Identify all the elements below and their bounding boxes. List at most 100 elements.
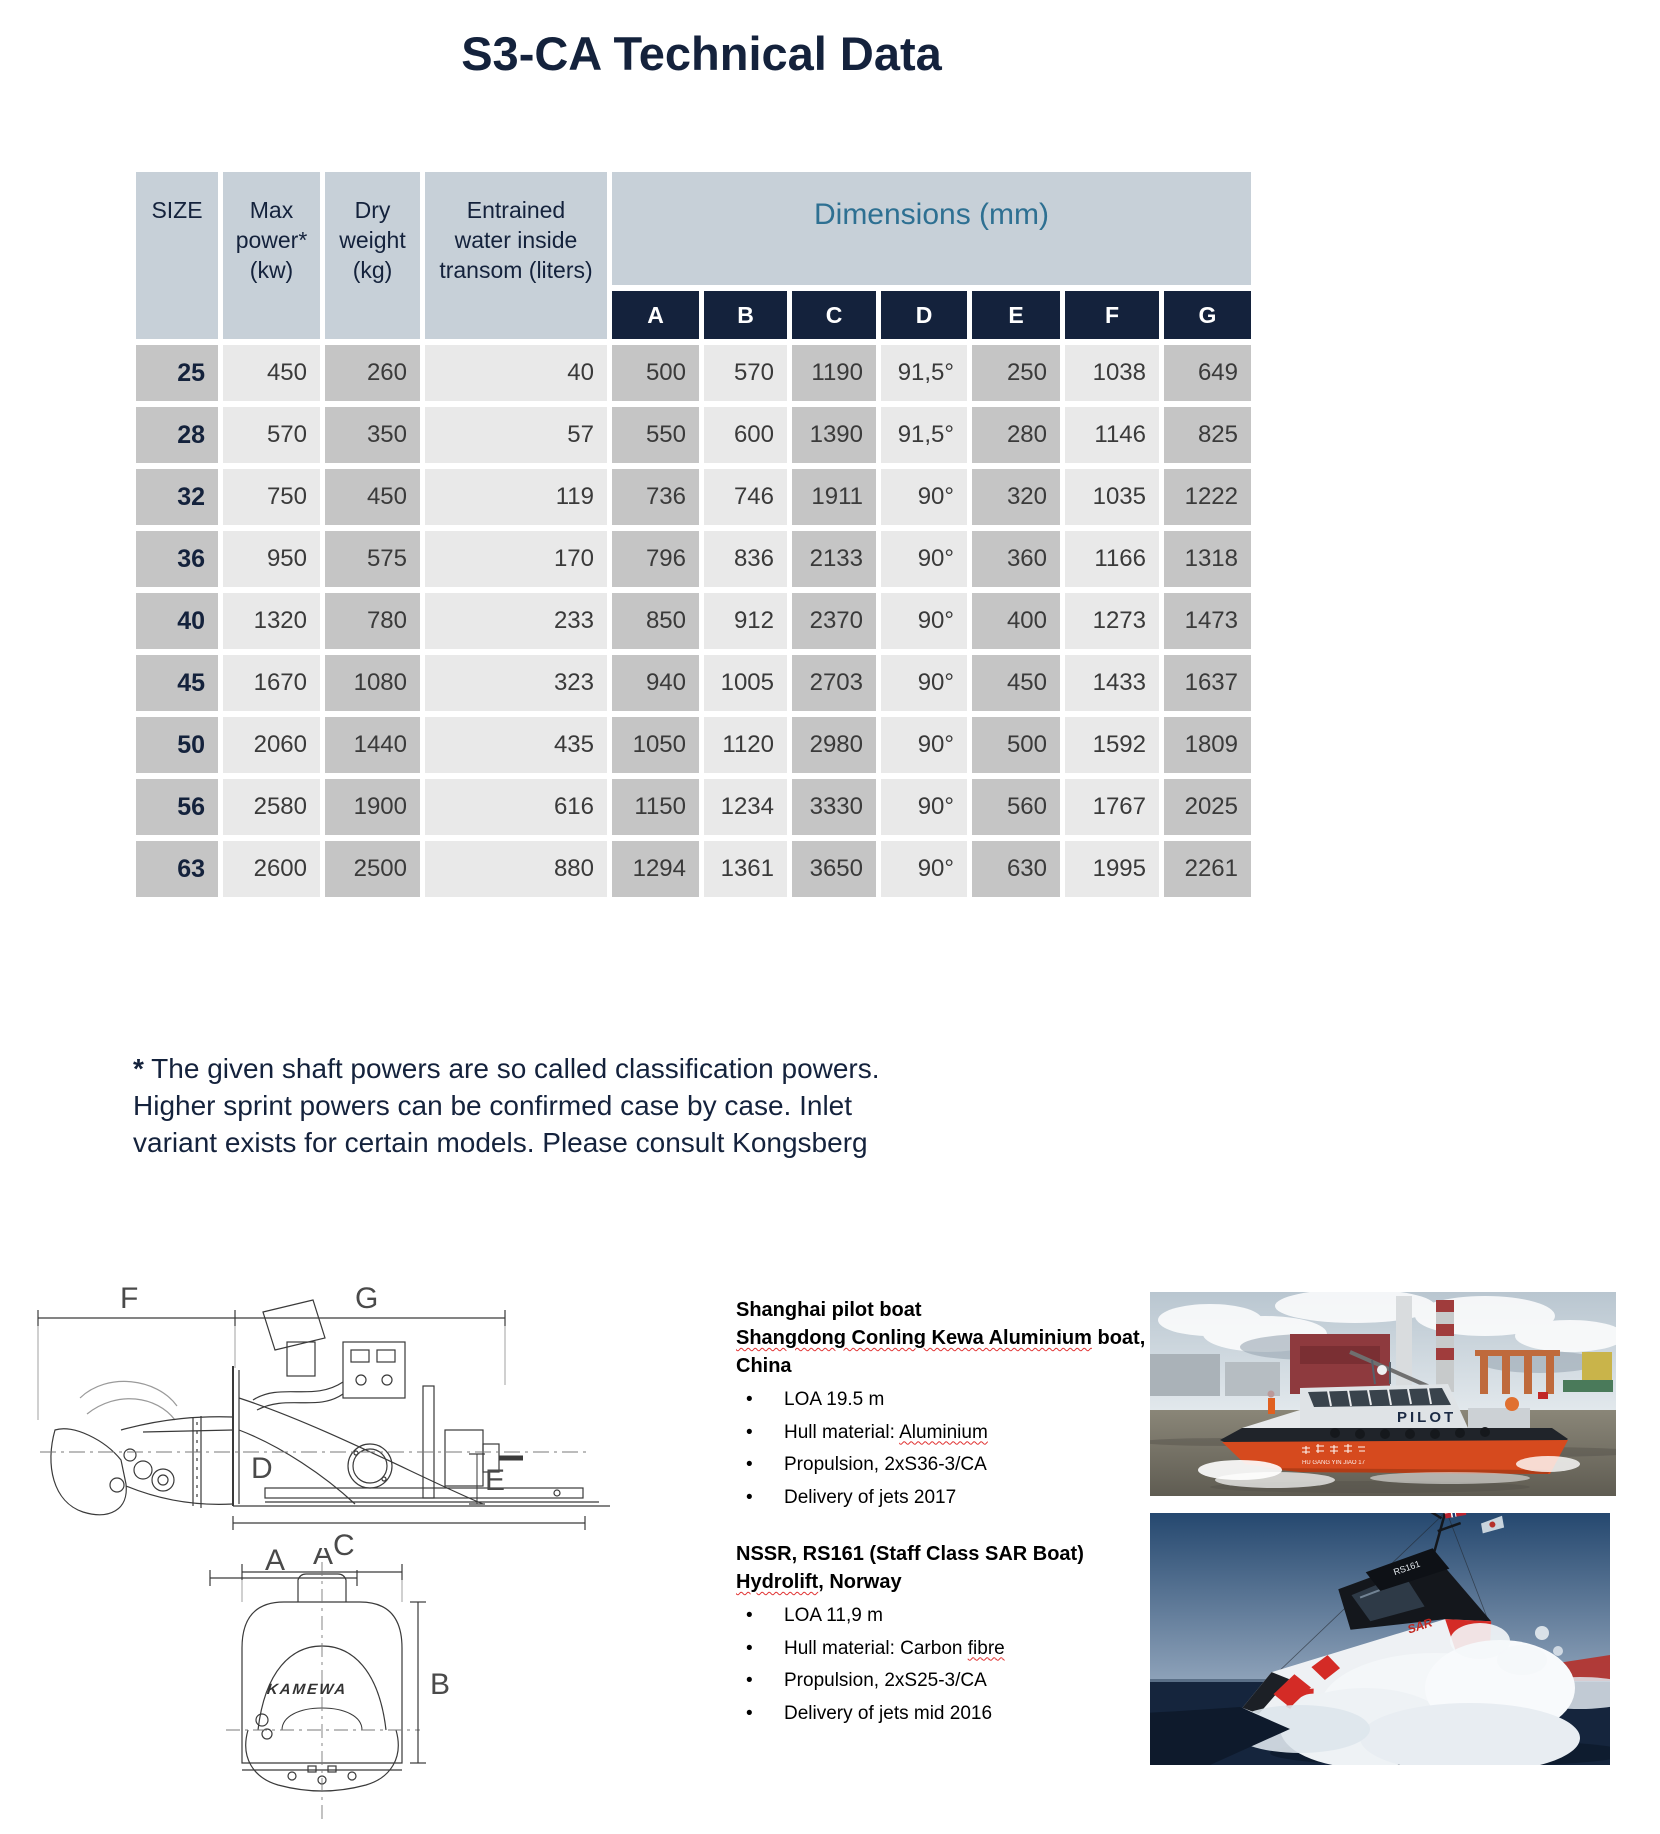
list-item: • LOA 11,9 m <box>736 1602 1168 1631</box>
bullet-icon: • <box>746 1637 753 1659</box>
boat2-bullet-delivery: Delivery of jets mid 2016 <box>784 1702 993 1724</box>
spec-cell: 1146 <box>1065 407 1159 463</box>
table-row: 36 950 575 170 796 836 2133 90° 360 1166 1318 <box>136 531 1251 587</box>
spec-cell: 575 <box>325 531 420 587</box>
header-size: SIZE <box>136 172 218 339</box>
spec-cell: 250 <box>972 345 1060 401</box>
nssr-sar-boat-info: NSSR, RS161 (Staff Class SAR Boat) Hydro… <box>736 1540 1168 1728</box>
spec-cell: 90° <box>881 593 967 649</box>
spec-cell: 40 <box>425 345 607 401</box>
spec-cell: 1900 <box>325 779 420 835</box>
list-item: • Hull material: Aluminium <box>736 1419 1168 1448</box>
header-dim-f: F <box>1065 291 1159 339</box>
list-item: • Delivery of jets mid 2016 <box>736 1700 1168 1729</box>
table-row: 56 2580 1900 616 1150 1234 3330 90° 560 1767 2025 <box>136 779 1251 835</box>
spec-cell: 880 <box>425 841 607 897</box>
spec-cell: 1234 <box>704 779 787 835</box>
spec-cell: 2025 <box>1164 779 1251 835</box>
header-dimensions-group: Dimensions (mm) <box>612 172 1251 285</box>
spec-cell: 2500 <box>325 841 420 897</box>
list-item: • Hull material: Carbon fibre <box>736 1635 1168 1664</box>
table-row: 28 570 350 57 550 600 1390 91,5° 280 1146 825 <box>136 407 1251 463</box>
boat1-bullet-hull: Hull material: Aluminium <box>784 1419 988 1448</box>
row-size-label: 50 <box>136 717 218 773</box>
spec-cell: 2060 <box>223 717 320 773</box>
spec-cell: 450 <box>325 469 420 525</box>
boat2-hull-pre: Hull material: Carbon <box>784 1637 968 1659</box>
spec-cell: 320 <box>972 469 1060 525</box>
spec-cell: 825 <box>1164 407 1251 463</box>
spec-cell: 630 <box>972 841 1060 897</box>
spec-cell: 2261 <box>1164 841 1251 897</box>
table-row: 25 450 260 40 500 570 1190 91,5° 250 1038 649 <box>136 345 1251 401</box>
spec-cell: 649 <box>1164 345 1251 401</box>
spec-cell: 91,5° <box>881 345 967 401</box>
spec-cell: 90° <box>881 841 967 897</box>
footnote-text: The given shaft powers are so called cla… <box>133 1053 880 1159</box>
spec-table: SIZE Max power* (kw) Dry weight (kg) Ent… <box>131 166 1256 903</box>
spec-cell: 119 <box>425 469 607 525</box>
row-size-label: 56 <box>136 779 218 835</box>
spec-cell: 435 <box>425 717 607 773</box>
spec-cell: 2600 <box>223 841 320 897</box>
boat2-bullet-list: • LOA 11,9 m • Hull material: Carbon fibre… <box>736 1602 1168 1728</box>
boat1-title-line2: Shangdong Conling Kewa Aluminium boat, C… <box>736 1324 1168 1380</box>
bullet-icon: • <box>746 1421 753 1443</box>
footnote: * The given shaft powers are so called c… <box>133 1050 923 1162</box>
spec-cell: 1190 <box>792 345 876 401</box>
header-dim-c: C <box>792 291 876 339</box>
spec-cell: 1670 <box>223 655 320 711</box>
boat2-title-rest: , Norway <box>818 1571 902 1593</box>
spec-table-body: 25 450 260 40 500 570 1190 91,5° 250 1038 649 28 570… <box>136 345 1251 897</box>
spec-cell: 912 <box>704 593 787 649</box>
boat2-title-line2: Hydrolift, Norway <box>736 1568 1168 1596</box>
boat2-bullet-loa: LOA 11,9 m <box>784 1605 883 1626</box>
list-item: • Propulsion, 2xS25-3/CA <box>736 1667 1168 1696</box>
spec-cell: 1592 <box>1065 717 1159 773</box>
boat1-title-rest: boat, China <box>736 1327 1146 1377</box>
boat1-title-line1: Shanghai pilot boat <box>736 1299 922 1321</box>
spec-cell: 600 <box>704 407 787 463</box>
boat2-title-underlined: Hydrolift <box>736 1571 819 1593</box>
spec-cell: 570 <box>704 345 787 401</box>
pilot-hull-subtext: HU GANG YIN JIAO 17 <box>1302 1460 1366 1466</box>
table-row: 45 1670 1080 323 940 1005 2703 90° 450 1433 1637 <box>136 655 1251 711</box>
side-view-dim-c-label: C <box>333 1529 355 1562</box>
header-max-power: Max power* (kw) <box>223 172 320 339</box>
spec-cell: 836 <box>704 531 787 587</box>
spec-table-header: SIZE Max power* (kw) Dry weight (kg) Ent… <box>136 172 1251 339</box>
spec-cell: 400 <box>972 593 1060 649</box>
spec-cell: 90° <box>881 531 967 587</box>
spec-cell: 3650 <box>792 841 876 897</box>
boat2-title-line1: NSSR, RS161 (Staff Class SAR Boat) <box>736 1543 1084 1565</box>
spec-cell: 570 <box>223 407 320 463</box>
row-size-label: 28 <box>136 407 218 463</box>
spec-cell: 450 <box>223 345 320 401</box>
spec-cell: 500 <box>972 717 1060 773</box>
spec-table-container: SIZE Max power* (kw) Dry weight (kg) Ent… <box>131 166 1256 903</box>
boat2-bullet-propulsion: Propulsion, 2xS25-3/CA <box>784 1670 987 1691</box>
spec-cell: 1809 <box>1164 717 1251 773</box>
spec-cell: 323 <box>425 655 607 711</box>
table-row: 63 2600 2500 880 1294 1361 3650 90° 630 1995 2261 <box>136 841 1251 897</box>
spec-cell: 91,5° <box>881 407 967 463</box>
spec-cell: 750 <box>223 469 320 525</box>
bullet-icon: • <box>746 1702 753 1724</box>
spec-cell: 90° <box>881 655 967 711</box>
side-view-dim-a-label: A <box>265 1544 285 1577</box>
row-size-label: 25 <box>136 345 218 401</box>
spec-cell: 1150 <box>612 779 699 835</box>
spec-cell: 90° <box>881 717 967 773</box>
spec-cell: 850 <box>612 593 699 649</box>
boat1-bullet-delivery: Delivery of jets 2017 <box>784 1486 957 1508</box>
side-view-dim-d-label: D <box>251 1452 273 1485</box>
spec-cell: 1320 <box>223 593 320 649</box>
header-dim-d: D <box>881 291 967 339</box>
spec-cell: 736 <box>612 469 699 525</box>
spec-cell: 1035 <box>1065 469 1159 525</box>
spec-cell: 1361 <box>704 841 787 897</box>
spec-cell: 2703 <box>792 655 876 711</box>
row-size-label: 40 <box>136 593 218 649</box>
table-row: 40 1320 780 233 850 912 2370 90° 400 1273 1473 <box>136 593 1251 649</box>
boat1-hull-underlined: Aluminium <box>899 1421 988 1443</box>
